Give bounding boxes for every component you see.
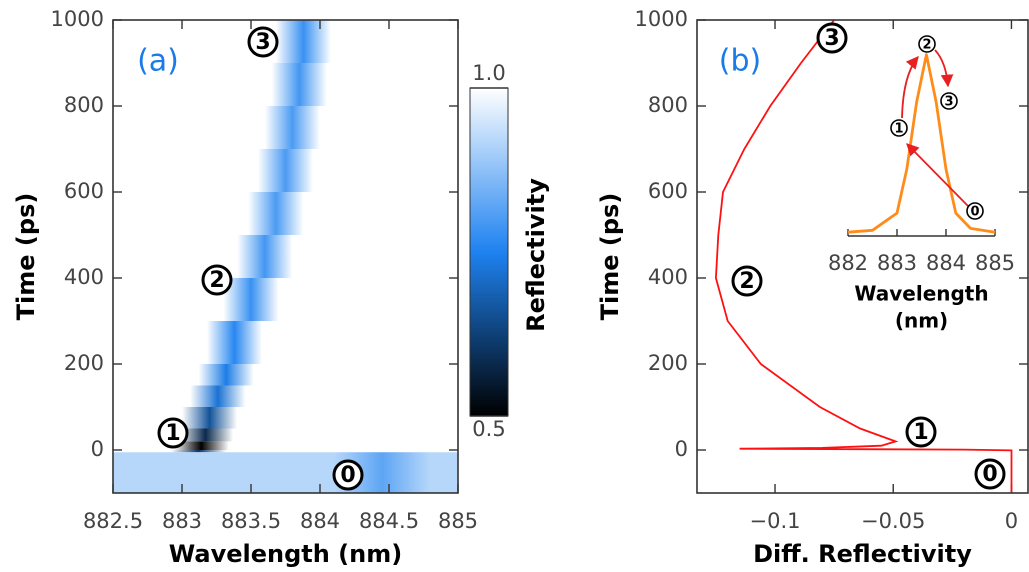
y-tick-label: 0 bbox=[91, 437, 104, 461]
x-axis-label: Wavelength (nm) bbox=[169, 540, 402, 568]
x-tick-label: 0 bbox=[1005, 509, 1018, 533]
y-tick-label: 800 bbox=[64, 93, 104, 117]
heatmap-row bbox=[113, 278, 458, 321]
label-circle bbox=[816, 22, 848, 54]
y-tick-label: 200 bbox=[648, 351, 688, 375]
inset-x-tick-label: 885 bbox=[975, 251, 1015, 275]
y-axis-label: Time (ps) bbox=[596, 193, 624, 321]
label-circle bbox=[890, 119, 908, 137]
heatmap-dip bbox=[257, 149, 314, 192]
colorbar-label: Reflectivity bbox=[522, 178, 550, 332]
annotation: 3 bbox=[824, 26, 839, 51]
heatmap-row bbox=[113, 364, 458, 386]
annotation: 0 bbox=[340, 463, 355, 488]
heatmap-row bbox=[113, 450, 458, 453]
x-tick-label: −0.05 bbox=[861, 509, 925, 533]
x-tick-label: 884 bbox=[300, 509, 340, 533]
y-tick-label: 400 bbox=[648, 265, 688, 289]
heatmap-row bbox=[113, 385, 458, 407]
heatmap-dip bbox=[223, 278, 279, 321]
panel-label: (a) bbox=[137, 44, 179, 79]
y-tick-label: 800 bbox=[648, 93, 688, 117]
frame bbox=[696, 19, 1029, 494]
heatmap-dip bbox=[177, 428, 234, 442]
y-tick-label: 400 bbox=[64, 265, 104, 289]
label-circle bbox=[332, 459, 364, 491]
inset-x-label: Wavelength bbox=[854, 282, 988, 306]
inset-x-tick-label: 884 bbox=[926, 251, 966, 275]
y-tick-label: 200 bbox=[64, 351, 104, 375]
heatmap-dip bbox=[170, 450, 227, 453]
y-tick-label: 1000 bbox=[51, 7, 104, 31]
x-tick-label: 885 bbox=[438, 509, 478, 533]
inset-x-label: (nm) bbox=[895, 309, 948, 333]
heatmap-dip bbox=[173, 441, 229, 450]
annotation: 3 bbox=[944, 95, 953, 110]
heatmap-dip bbox=[198, 364, 254, 386]
x-tick-label: 883 bbox=[162, 509, 202, 533]
heatmap-dip bbox=[271, 63, 327, 106]
heatmap-dip bbox=[206, 321, 263, 364]
annotation: 3 bbox=[255, 30, 270, 55]
heatmap-dip bbox=[248, 192, 304, 235]
annotation: 1 bbox=[913, 420, 928, 445]
heatmap-row bbox=[113, 321, 458, 364]
annotation: 0 bbox=[982, 462, 997, 487]
label-circle bbox=[247, 26, 279, 58]
y-axis-label: Time (ps) bbox=[12, 193, 40, 321]
inset-x-tick-label: 883 bbox=[877, 251, 917, 275]
y-tick-label: 600 bbox=[648, 179, 688, 203]
inset-x-tick-label: 882 bbox=[828, 251, 868, 275]
label-circle bbox=[905, 416, 937, 448]
annotation: 1 bbox=[894, 122, 903, 137]
label-circle bbox=[731, 265, 763, 297]
label-circle bbox=[157, 417, 189, 449]
heatmap-dip bbox=[190, 385, 246, 407]
colorbar-tick-label: 0.5 bbox=[472, 417, 505, 441]
heatmap-dip bbox=[264, 106, 320, 149]
arrow bbox=[901, 56, 919, 119]
x-axis-label: Diff. Reflectivity bbox=[753, 540, 972, 568]
y-tick-label: 1000 bbox=[635, 7, 688, 31]
y-tick-label: 0 bbox=[675, 437, 688, 461]
x-tick-label: −0.1 bbox=[750, 509, 801, 533]
frame bbox=[112, 19, 459, 494]
annotation: 0 bbox=[970, 205, 979, 220]
x-tick-label: 882.5 bbox=[83, 509, 143, 533]
heatmap-dip bbox=[275, 20, 332, 63]
annotation: 2 bbox=[209, 268, 224, 293]
arrow bbox=[906, 143, 969, 207]
arrow bbox=[934, 49, 954, 88]
heatmap-dip bbox=[237, 235, 293, 278]
label-circle bbox=[966, 202, 984, 220]
line bbox=[714, 19, 1013, 493]
inset-line bbox=[847, 53, 996, 234]
panel-label: (b) bbox=[719, 44, 761, 79]
inset-arrows bbox=[901, 49, 969, 207]
heatmap-row bbox=[113, 441, 458, 450]
label-circle bbox=[974, 458, 1006, 490]
annotation: 2 bbox=[922, 38, 931, 53]
y-tick-label: 600 bbox=[64, 179, 104, 203]
colorbar-tick-label: 1.0 bbox=[472, 61, 505, 85]
annotation: 1 bbox=[165, 421, 180, 446]
annotation: 2 bbox=[739, 269, 754, 294]
colorbar bbox=[469, 87, 509, 417]
x-tick-label: 884.5 bbox=[359, 509, 419, 533]
label-circle bbox=[201, 264, 233, 296]
label-circle bbox=[918, 35, 936, 53]
label-circle bbox=[940, 92, 958, 110]
heatmap-dip bbox=[182, 407, 238, 429]
x-tick-label: 883.5 bbox=[221, 509, 281, 533]
